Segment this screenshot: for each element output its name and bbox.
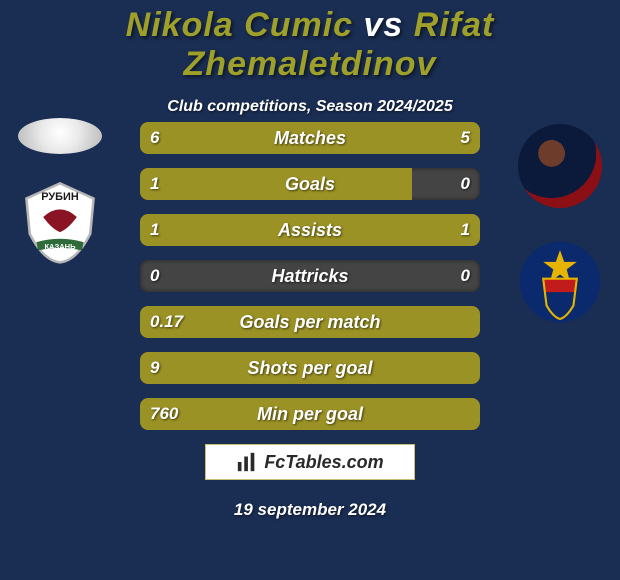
bar-row: 9Shots per goal — [140, 352, 480, 384]
bar-label: Hattricks — [140, 260, 480, 292]
bar-label: Assists — [140, 214, 480, 246]
bar-label: Min per goal — [140, 398, 480, 430]
subtitle: Club competitions, Season 2024/2025 — [0, 98, 620, 116]
club-crest-left: РУБИН КАЗАНЬ — [18, 180, 102, 264]
player2-avatar — [518, 124, 602, 208]
club-left-label-bottom: КАЗАНЬ — [44, 242, 76, 251]
bar-label: Shots per goal — [140, 352, 480, 384]
bar-row: 10Goals — [140, 168, 480, 200]
bar-row: 65Matches — [140, 122, 480, 154]
date: 19 september 2024 — [0, 500, 620, 520]
bar-label: Matches — [140, 122, 480, 154]
bar-label: Goals per match — [140, 306, 480, 338]
bar-row: 760Min per goal — [140, 398, 480, 430]
bar-row: 0.17Goals per match — [140, 306, 480, 338]
title-player1: Nikola Cumic — [126, 6, 353, 44]
bar-row: 11Assists — [140, 214, 480, 246]
comparison-bars: 65Matches 10Goals 11Assists 00Hattricks 0.17… — [140, 122, 480, 444]
club-left-label-top: РУБИН — [41, 191, 79, 203]
chart-icon — [236, 451, 258, 473]
site-logo-text: FcTables.com — [264, 452, 383, 473]
title-vs: vs — [364, 6, 404, 44]
club-crest-right — [518, 240, 602, 324]
site-logo: FcTables.com — [205, 444, 415, 480]
title: Nikola Cumic vs Rifat Zhemaletdinov — [0, 0, 620, 84]
player1-avatar — [18, 118, 102, 154]
bar-label: Goals — [140, 168, 480, 200]
bar-row: 00Hattricks — [140, 260, 480, 292]
